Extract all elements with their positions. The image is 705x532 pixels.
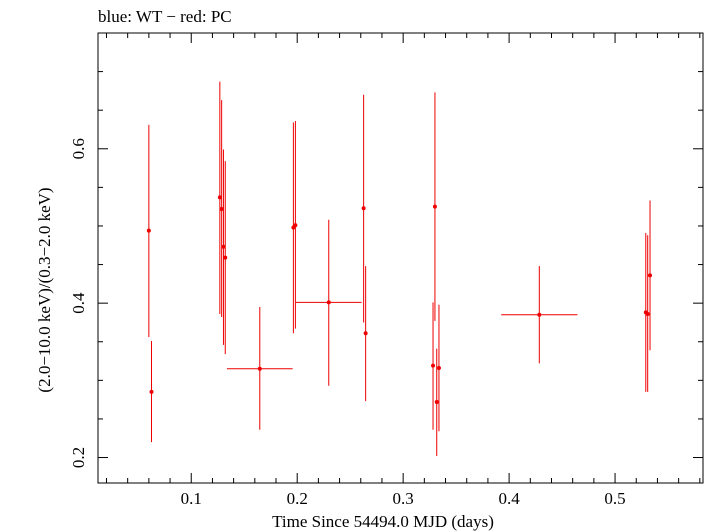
x-tick-label: 0.4 — [498, 489, 520, 508]
data-point — [363, 266, 368, 402]
point-marker — [293, 223, 298, 228]
data-point — [146, 124, 151, 338]
y-axis-label: (2.0−10.0 keV)/(0.3−2.0 keV) — [35, 187, 54, 392]
x-tick-label: 0.5 — [604, 489, 625, 508]
axis-ticks: 0.1 0.2 0.3 0.4 0.5 0.2 0.4 0.6 — [69, 32, 703, 508]
data-point — [436, 304, 441, 432]
y-tick-label: 0.6 — [69, 138, 88, 159]
data-point — [434, 348, 439, 456]
data-point — [221, 149, 226, 345]
data-point — [291, 122, 296, 334]
y-tick-label: 0.2 — [69, 447, 88, 468]
data-point — [648, 200, 653, 351]
data-point — [223, 161, 228, 355]
data-points — [146, 81, 653, 456]
data-point — [149, 340, 154, 443]
point-marker — [431, 363, 436, 368]
data-point — [501, 266, 578, 364]
point-marker — [326, 300, 331, 305]
point-marker — [219, 206, 224, 211]
data-point — [226, 307, 293, 430]
point-marker — [432, 204, 437, 209]
point-marker — [361, 206, 366, 211]
data-point — [432, 92, 437, 321]
data-point — [219, 100, 224, 318]
point-marker — [434, 399, 439, 404]
x-axis-label: Time Since 54494.0 MJD (days) — [272, 512, 494, 531]
x-tick-label: 0.1 — [181, 489, 202, 508]
point-marker — [645, 311, 650, 316]
data-point — [361, 94, 366, 323]
chart-title: blue: WT − red: PC — [98, 7, 232, 26]
x-tick-label: 0.3 — [393, 489, 414, 508]
point-marker — [217, 195, 222, 200]
x-tick-label: 0.2 — [287, 489, 308, 508]
point-marker — [257, 366, 262, 371]
data-point — [645, 235, 650, 392]
point-marker — [146, 228, 151, 233]
data-point — [217, 81, 222, 314]
point-marker — [436, 365, 441, 370]
point-marker — [149, 389, 154, 394]
point-marker — [648, 273, 653, 278]
plot-frame — [97, 32, 704, 484]
point-marker — [363, 331, 368, 336]
y-tick-label: 0.4 — [69, 292, 88, 314]
data-point — [431, 302, 436, 430]
data-point — [293, 120, 298, 329]
data-point — [295, 219, 362, 386]
point-marker — [537, 312, 542, 317]
point-marker — [223, 255, 228, 260]
point-marker — [221, 244, 226, 249]
